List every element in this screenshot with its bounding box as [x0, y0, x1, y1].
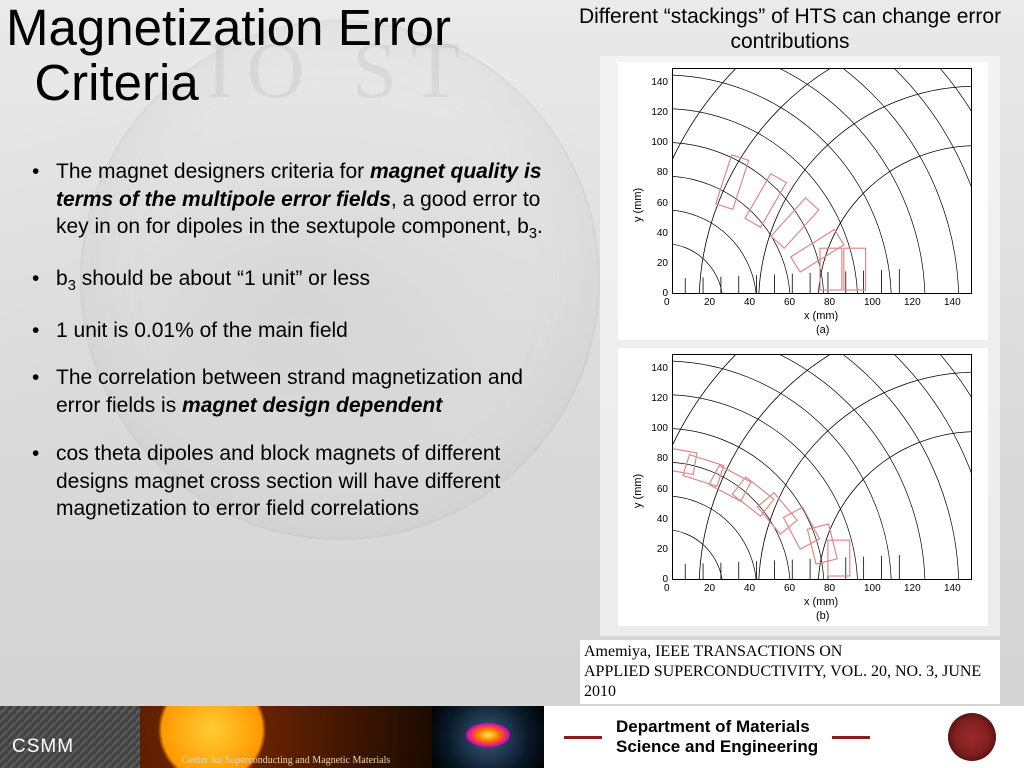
bullet-1: The magnet designers criteria for magnet… — [28, 158, 558, 245]
chart-b: y (mm) x (mm) (b) 0020204040606080801001… — [618, 348, 988, 626]
center-name: Center for Superconducting and Magnetic … — [140, 755, 432, 766]
chart-b-xlabel: x (mm) — [804, 596, 838, 608]
footer-image-center: Center for Superconducting and Magnetic … — [140, 706, 432, 768]
chart-a-ylabel: y (mm) — [632, 188, 644, 222]
bullet-4: The correlation between strand magnetiza… — [28, 364, 558, 419]
bullet-3: 1 unit is 0.01% of the main field — [28, 317, 558, 345]
footer-dept: Department of Materials Science and Engi… — [544, 706, 1024, 768]
chart-b-subfig: (b) — [816, 610, 829, 622]
bullet-list: The magnet designers criteria for magnet… — [28, 158, 558, 543]
chart-a-plot — [672, 68, 972, 294]
university-seal-icon — [948, 713, 996, 761]
slide-title: Magnetization Error Criteria — [6, 0, 451, 110]
red-bar-left-icon — [564, 736, 602, 739]
chart-b-plot — [672, 354, 972, 580]
footer-image-csmm: CSMM — [0, 706, 140, 768]
title-line-1: Magnetization Error — [6, 0, 451, 56]
chart-a: y (mm) x (mm) (a) 0020204040606080801001… — [618, 62, 988, 340]
dept-name: Department of Materials Science and Engi… — [616, 717, 818, 758]
red-bar-right-icon — [832, 736, 870, 739]
chart-caption: Different “stackings” of HTS can change … — [575, 4, 1005, 54]
footer-image-crystal — [432, 706, 544, 768]
chart-a-subfig: (a) — [816, 324, 829, 336]
chart-panel: y (mm) x (mm) (a) 0020204040606080801001… — [600, 56, 1000, 636]
citation: Amemiya, IEEE TRANSACTIONS ON APPLIED SU… — [580, 640, 1000, 704]
chart-a-xlabel: x (mm) — [804, 310, 838, 322]
bullet-5: cos theta dipoles and block magnets of d… — [28, 440, 558, 523]
csmm-logo-text: CSMM — [12, 736, 74, 758]
title-line-2: Criteria — [34, 54, 198, 111]
chart-b-ylabel: y (mm) — [632, 474, 644, 508]
bullet-2: b3 should be about “1 unit” or less — [28, 265, 558, 297]
footer: CSMM Center for Superconducting and Magn… — [0, 706, 1024, 768]
